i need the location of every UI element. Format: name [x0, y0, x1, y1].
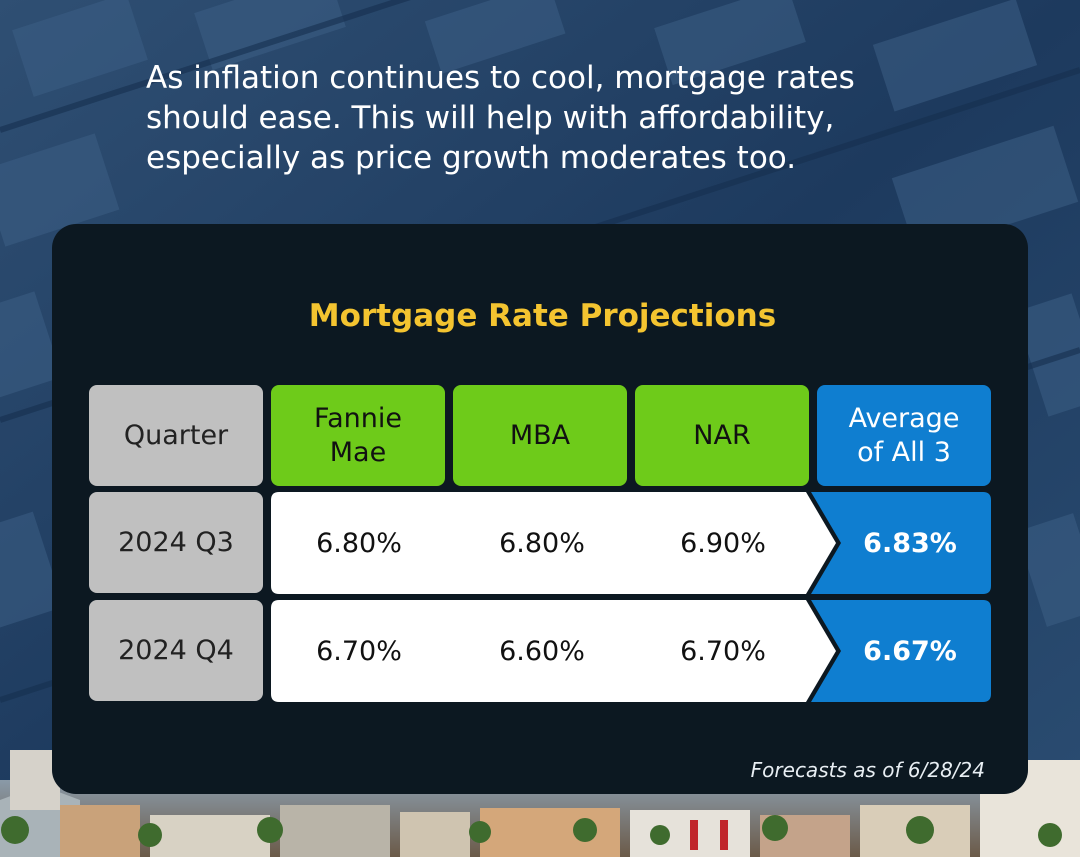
row-quarter-2024-q4: 2024 Q4	[89, 600, 263, 701]
headline-line-2: should ease. This will help with afforda…	[146, 100, 835, 136]
column-header-nar: NAR	[635, 385, 809, 486]
value-average-2024-q3: 6.83%	[863, 527, 957, 559]
chart-title: Mortgage Rate Projections	[308, 298, 777, 334]
value-nar-2024-q4: 6.70%	[680, 635, 766, 667]
value-average-2024-q4: 6.67%	[863, 635, 957, 667]
column-header-label: MBA	[509, 419, 571, 451]
column-header-label-line-2: of All 3	[857, 436, 951, 468]
column-header-label: NAR	[693, 419, 751, 451]
row-average-band	[811, 600, 991, 702]
value-mba-2024-q4: 6.60%	[499, 635, 585, 667]
headline-line-1: As inflation continues to cool, mortgage…	[146, 60, 855, 96]
value-fannie-mae-2024-q4: 6.70%	[316, 635, 402, 667]
row-values-band	[271, 492, 836, 594]
value-nar-2024-q3: 6.90%	[680, 527, 766, 559]
row-average-band	[811, 492, 991, 594]
column-header-label: Fannie	[314, 402, 402, 434]
column-header-average: Average of All 3	[817, 385, 991, 486]
forecast-date-note: Forecasts as of 6/28/24	[750, 758, 985, 782]
row-values-band	[271, 600, 836, 702]
column-header-mba: MBA	[453, 385, 627, 486]
headline: As inflation continues to cool, mortgage…	[146, 58, 1026, 178]
column-header-label: Average	[848, 402, 960, 434]
column-header-fannie-mae: Fannie Mae	[271, 385, 445, 486]
value-fannie-mae-2024-q3: 6.80%	[316, 527, 402, 559]
headline-line-3: especially as price growth moderates too…	[146, 140, 797, 176]
row-band-2024-q3	[271, 492, 991, 594]
column-header-label: Quarter	[123, 419, 229, 451]
column-header-label-line-2: Mae	[329, 436, 387, 468]
row-band-2024-q4	[271, 600, 991, 702]
row-quarter-2024-q3: 2024 Q3	[89, 492, 263, 593]
value-mba-2024-q3: 6.80%	[499, 527, 585, 559]
column-header-quarter: Quarter	[89, 385, 263, 486]
